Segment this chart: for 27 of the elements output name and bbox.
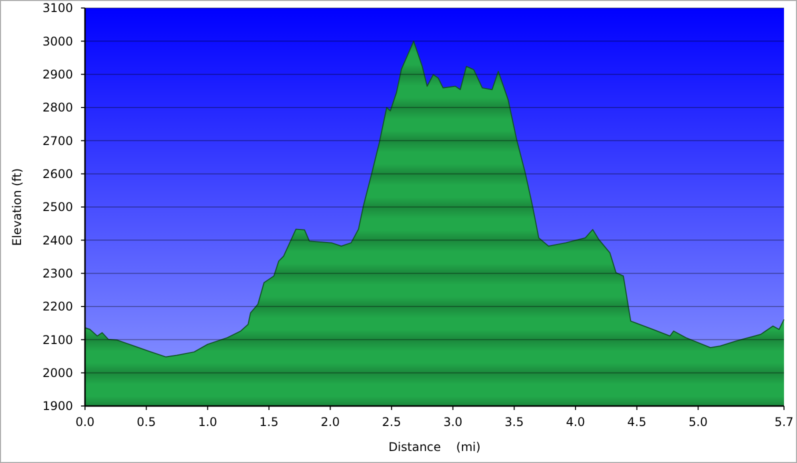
x-tick-label: 2.5 bbox=[382, 415, 402, 429]
x-tick-label: 4.0 bbox=[566, 415, 586, 429]
y-tick-label: 2500 bbox=[42, 200, 73, 214]
x-tick-label: 2.0 bbox=[320, 415, 340, 429]
y-tick-label: 2300 bbox=[42, 266, 73, 281]
x-axis-title: Distance (mi) bbox=[388, 440, 481, 454]
y-tick-label: 2100 bbox=[42, 332, 73, 347]
x-tick-label: 5.7 bbox=[774, 415, 794, 429]
y-axis-title: Elevation (ft) bbox=[10, 168, 24, 246]
x-tick-label: 3.0 bbox=[443, 415, 462, 429]
y-tick-label: 2700 bbox=[42, 134, 73, 148]
x-tick-label: 3.5 bbox=[504, 415, 524, 429]
x-tick-label: 5.0 bbox=[688, 415, 708, 429]
x-tick-label: 1.5 bbox=[259, 415, 278, 429]
y-tick-label: 2400 bbox=[42, 233, 73, 248]
y-tick-label: 2200 bbox=[42, 300, 73, 314]
y-tick-label: 1900 bbox=[42, 399, 73, 414]
y-tick-label: 2900 bbox=[42, 68, 73, 82]
x-tick-label: 0.0 bbox=[75, 415, 95, 429]
x-tick-label: 1.0 bbox=[198, 415, 218, 429]
y-tick-label: 3100 bbox=[42, 1, 73, 16]
y-tick-label: 2600 bbox=[42, 167, 73, 182]
x-tick-label: 4.5 bbox=[627, 415, 646, 429]
y-tick-label: 3000 bbox=[42, 34, 73, 48]
y-tick-label: 2800 bbox=[42, 100, 73, 115]
y-tick-label: 2000 bbox=[42, 366, 73, 380]
x-tick-label: 0.5 bbox=[136, 415, 156, 429]
